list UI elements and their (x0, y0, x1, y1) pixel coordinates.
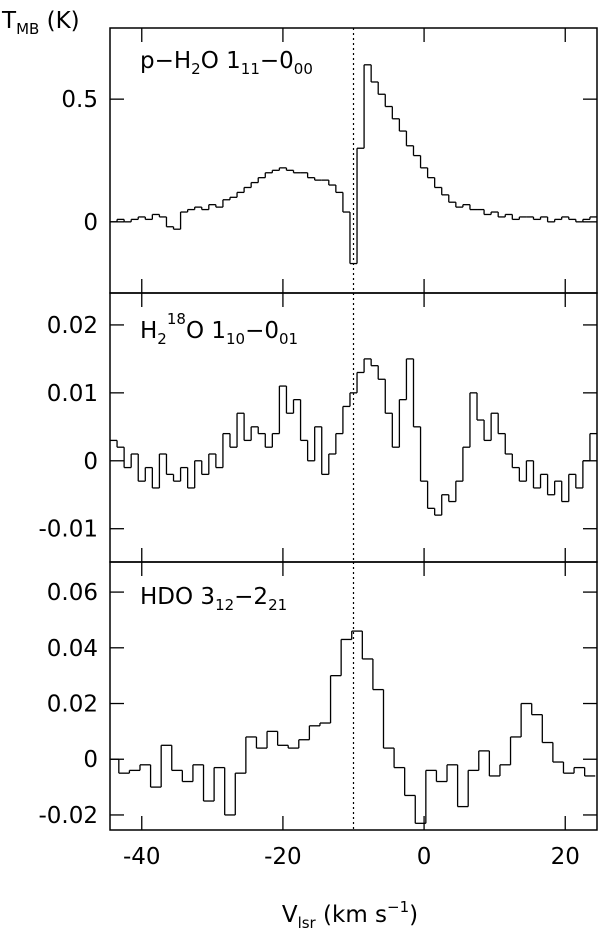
x-tick-label: -40 (123, 844, 161, 870)
y-tick-label: 0.06 (47, 580, 98, 606)
y-tick-label: 0 (83, 210, 98, 236)
y-tick-label: 0.01 (47, 381, 98, 407)
y-tick-label: -0.01 (38, 517, 98, 543)
panel-label: H218O 110−001 (140, 310, 298, 348)
y-tick-label: 0 (83, 449, 98, 475)
x-tick-label: -20 (264, 844, 302, 870)
y-tick-label: 0 (83, 747, 98, 773)
x-axis-label: Vlsr (km s−1) (282, 898, 418, 932)
y-tick-label: 0.5 (61, 87, 98, 113)
y-tick-label: 0.02 (47, 692, 98, 718)
y-tick-label: -0.02 (38, 803, 98, 829)
panel-label: p−H2O 111−000 (140, 48, 313, 78)
y-tick-label: 0.04 (47, 636, 98, 662)
x-tick-label: 20 (551, 844, 580, 870)
y-tick-label: 0.02 (47, 313, 98, 339)
y-axis-label: TMB (K) (1, 8, 80, 38)
panel-label: HDO 312−221 (140, 584, 287, 614)
x-tick-label: 0 (417, 844, 432, 870)
